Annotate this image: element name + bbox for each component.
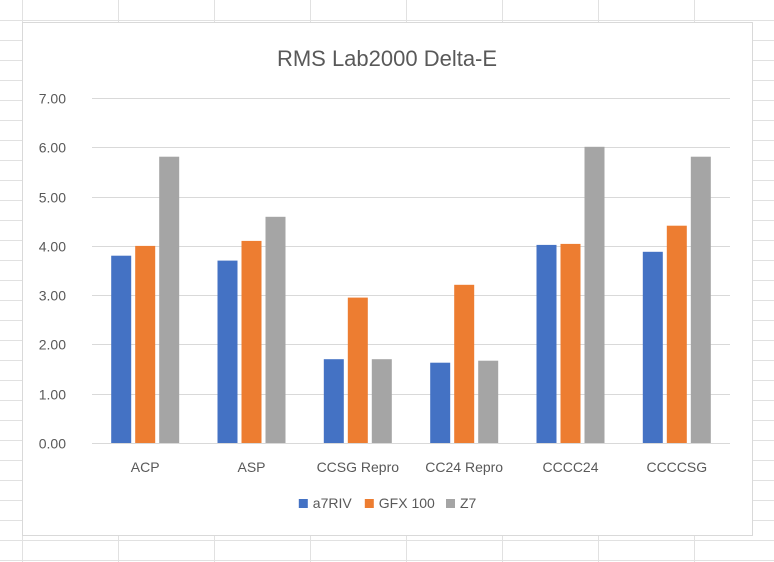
- x-tick-label: ACP: [131, 459, 160, 475]
- legend-label: a7RIV: [313, 495, 353, 511]
- y-axis-tick-labels: 0.00 1.00 2.00 3.00 4.00 5.00 6.00 7.00: [39, 91, 66, 452]
- y-tick-label: 5.00: [39, 190, 66, 206]
- y-tick-label: 2.00: [39, 337, 66, 353]
- bar[interactable]: [347, 297, 368, 443]
- legend-swatch: [298, 499, 308, 508]
- x-axis-tick-labels: ACP ASP CCSG Repro CC24 Repro CCCC24 CCCCSG: [131, 459, 707, 475]
- bar[interactable]: [265, 216, 286, 443]
- y-tick-label: 0.00: [39, 436, 66, 452]
- bar[interactable]: [430, 362, 451, 443]
- legend-label: GFX 100: [379, 495, 435, 511]
- chart-title: RMS Lab2000 Delta-E: [277, 46, 497, 71]
- bar[interactable]: [690, 156, 711, 443]
- y-tick-label: 1.00: [39, 387, 66, 403]
- y-tick-label: 4.00: [39, 239, 66, 255]
- x-tick-label: CC24 Repro: [425, 459, 503, 475]
- bar[interactable]: [584, 146, 605, 444]
- bar[interactable]: [241, 240, 262, 443]
- bar[interactable]: [642, 251, 663, 443]
- y-tick-label: 6.00: [39, 140, 66, 156]
- gridlines: [92, 98, 730, 444]
- bar[interactable]: [371, 359, 392, 443]
- x-tick-label: CCSG Repro: [317, 459, 400, 475]
- y-tick-label: 3.00: [39, 288, 66, 304]
- legend-swatch: [446, 499, 455, 508]
- bar[interactable]: [536, 244, 557, 443]
- bar[interactable]: [323, 359, 344, 443]
- x-tick-label: CCCCSG: [646, 459, 707, 475]
- bar[interactable]: [217, 260, 238, 443]
- bar[interactable]: [135, 245, 156, 443]
- x-tick-label: ASP: [237, 459, 265, 475]
- bar[interactable]: [111, 255, 132, 443]
- bar[interactable]: [666, 225, 687, 443]
- legend: a7RIV GFX 100 Z7: [298, 495, 477, 511]
- x-tick-label: CCCC24: [542, 459, 598, 475]
- bar[interactable]: [478, 360, 499, 443]
- bar[interactable]: [454, 284, 475, 443]
- legend-swatch: [364, 499, 374, 508]
- bar[interactable]: [159, 156, 180, 443]
- bars: [111, 146, 711, 444]
- bar[interactable]: [560, 243, 581, 443]
- legend-label: Z7: [460, 495, 477, 511]
- y-tick-label: 7.00: [39, 91, 66, 107]
